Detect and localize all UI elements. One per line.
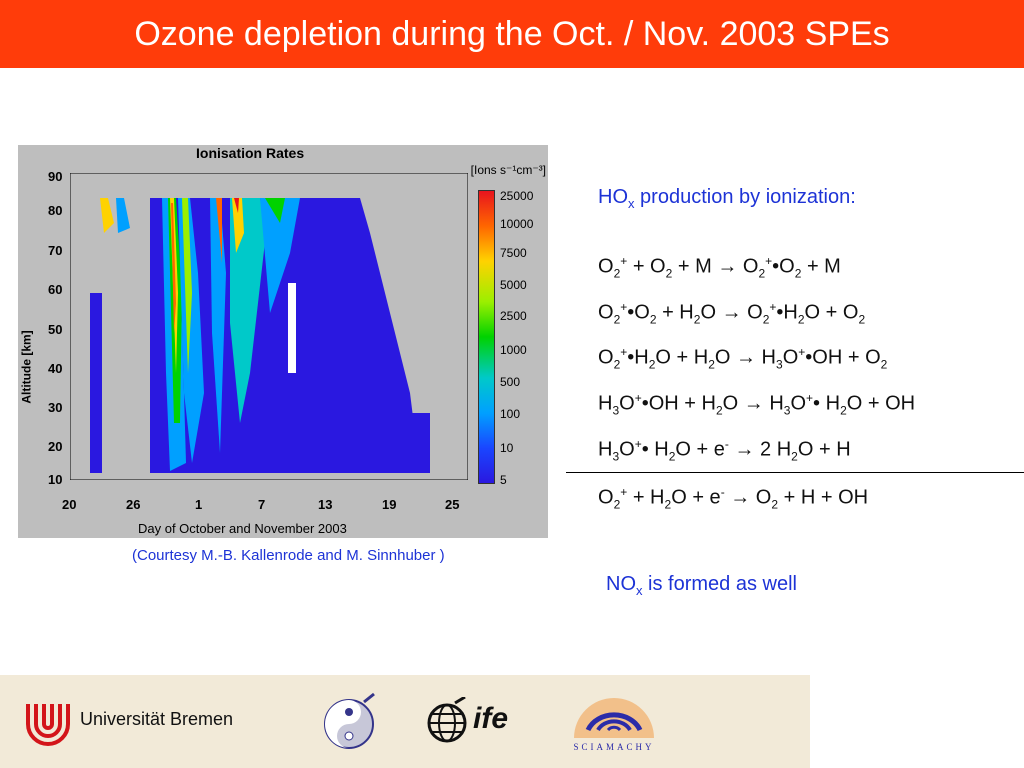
reaction-5: H3O+• H2O + e- → 2 H2O + H <box>598 437 851 464</box>
colorbar-label: 10000 <box>500 217 534 231</box>
hox-heading: HOx production by ionization: <box>598 186 856 211</box>
sciamachy-logo: SCIAMACHY <box>573 698 654 752</box>
figure-courtesy: (Courtesy M.-B. Kallenrode and M. Sinnhu… <box>132 547 445 564</box>
y-tick: 60 <box>48 282 63 297</box>
x-tick: 7 <box>258 497 266 512</box>
reaction-1: O2+ + O2 + M → O2+•O2 + M <box>598 254 841 281</box>
hox-prefix: HO <box>598 186 628 208</box>
y-tick: 40 <box>48 361 63 376</box>
hox-sub: x <box>628 196 635 211</box>
y-tick: 20 <box>48 439 63 454</box>
ionisation-heatmap <box>70 173 468 480</box>
x-tick: 19 <box>382 497 397 512</box>
x-axis-label: Day of October and November 2003 <box>138 521 347 536</box>
colorbar-label: 2500 <box>500 309 527 323</box>
colorbar-label: 500 <box>500 375 521 389</box>
colorbar-label: 7500 <box>500 246 527 260</box>
nox-suffix: is formed as well <box>642 573 797 595</box>
ife-logo-text: ife <box>473 702 509 735</box>
hox-suffix: production by ionization: <box>634 186 856 208</box>
x-tick: 1 <box>195 497 203 512</box>
colorbar-label: 5 <box>500 473 507 487</box>
colorbar-label: 1000 <box>500 343 527 357</box>
x-tick: 25 <box>445 497 460 512</box>
title-bar: Ozone depletion during the Oct. / Nov. 2… <box>0 0 1024 68</box>
colorbar-label: 5000 <box>500 278 527 292</box>
nox-sub: x <box>636 583 643 598</box>
university-name: Universität Bremen <box>80 709 234 729</box>
sciamachy-label: SCIAMACHY <box>573 742 654 752</box>
slide-title: Ozone depletion during the Oct. / Nov. 2… <box>134 14 890 53</box>
plot-title: Ionisation Rates <box>196 145 305 161</box>
ife-globe-logo <box>427 697 467 743</box>
nox-note: NOx is formed as well <box>606 573 797 598</box>
colorbar-label: 25000 <box>500 189 534 203</box>
x-tick: 20 <box>62 497 77 512</box>
colorbar-units: [Ions s⁻¹cm⁻³] <box>470 163 546 177</box>
iup-logo <box>324 692 375 749</box>
y-tick: 70 <box>48 243 63 258</box>
y-tick: 90 <box>48 169 63 184</box>
university-bremen-logo <box>26 704 70 746</box>
colorbar <box>478 190 495 484</box>
nox-prefix: NO <box>606 573 636 595</box>
reaction-net: O2+ + H2O + e- → O2 + H + OH <box>598 485 869 512</box>
x-tick: 13 <box>318 497 333 512</box>
y-tick: 10 <box>48 472 63 487</box>
reaction-3: O2+•H2O + H2O → H3O+•OH + O2 <box>598 345 888 372</box>
y-tick: 50 <box>48 322 63 337</box>
y-axis-label: Altitude [km] <box>19 330 34 404</box>
colorbar-label: 10 <box>500 441 514 455</box>
x-tick: 26 <box>126 497 141 512</box>
y-tick: 80 <box>48 203 63 218</box>
colorbar-label: 100 <box>500 407 521 421</box>
reaction-4: H3O+•OH + H2O → H3O+• H2O + OH <box>598 391 916 418</box>
y-tick: 30 <box>48 400 63 415</box>
footer-bar <box>0 675 810 768</box>
ionisation-rate-plot: Ionisation Rates [Ions s⁻¹cm⁻³] Altitude… <box>18 145 548 538</box>
reaction-2: O2+•O2 + H2O → O2+•H2O + O2 <box>598 300 866 327</box>
reaction-separator <box>566 472 1024 473</box>
